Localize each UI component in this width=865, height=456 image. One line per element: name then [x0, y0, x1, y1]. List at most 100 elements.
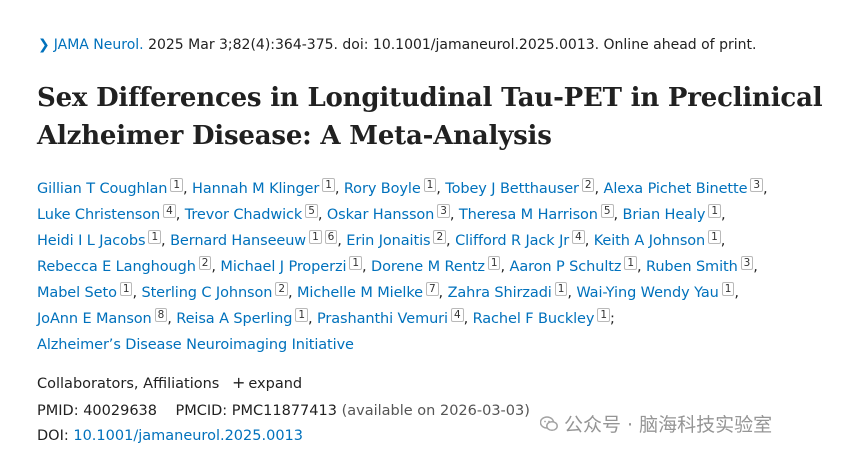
group-author-link[interactable]: Alzheimer’s Disease Neuroimaging Initiat… — [37, 337, 354, 353]
affiliation-badge[interactable]: 3 — [437, 204, 450, 218]
affiliation-badge[interactable]: 1 — [309, 230, 322, 244]
affiliation-badge[interactable]: 5 — [305, 204, 318, 218]
author-name-link[interactable]: Bernard Hanseeuw — [170, 233, 307, 249]
author-entry: Alexa Pichet Binette 3, — [603, 178, 768, 197]
article-title: Sex Differences in Longitudinal Tau-PET … — [37, 83, 823, 151]
affiliation-badge[interactable]: 2 — [275, 282, 288, 296]
author-separator: , — [307, 311, 313, 327]
author-name-link[interactable]: Alexa Pichet Binette — [603, 181, 748, 197]
author-entry: Hannah M Klinger 1, — [192, 178, 340, 197]
author-name-link[interactable]: Rachel F Buckley — [472, 311, 595, 327]
affiliation-badge[interactable]: 2 — [433, 230, 447, 244]
author-entry: Clifford R Jack Jr 4, — [455, 230, 589, 249]
author-entry: Zahra Shirzadi 1, — [447, 282, 572, 301]
affiliation-badge[interactable]: 1 — [554, 282, 568, 296]
identifiers-row: PMID: 40029638 PMCID: PMC11877413 (avail… — [37, 403, 530, 419]
author-name-link[interactable]: Ruben Smith — [646, 259, 738, 275]
affiliation-badge[interactable]: 1 — [148, 230, 162, 244]
author-separator: , — [167, 311, 172, 327]
author-name-link[interactable]: Michelle M Mielke — [297, 285, 423, 301]
author-name-link[interactable]: Reisa A Sperling — [176, 311, 293, 327]
collaborators-affiliations-label: Collaborators, Affiliations — [37, 376, 220, 392]
author-name-link[interactable]: Theresa M Harrison — [458, 207, 598, 223]
affiliation-badge[interactable]: 4 — [163, 204, 176, 218]
author-name-link[interactable]: Rory Boyle — [343, 181, 421, 197]
chevron-right-icon[interactable]: ❯ — [38, 37, 50, 53]
affiliation-badge[interactable]: 1 — [624, 256, 637, 270]
author-name-link[interactable]: Dorene M Rentz — [371, 259, 485, 275]
expand-button[interactable]: + expand — [232, 373, 302, 392]
author-name-link[interactable]: Hannah M Klinger — [192, 181, 320, 197]
collaborators-affiliations-row: Collaborators, Affiliations + expand — [37, 373, 302, 392]
author-name-link[interactable]: Keith A Johnson — [593, 233, 706, 249]
affiliation-badge[interactable]: 1 — [597, 308, 610, 322]
affiliation-badge[interactable]: 1 — [487, 256, 501, 270]
affiliation-badge[interactable]: 2 — [581, 178, 595, 192]
author-name-link[interactable]: Trevor Chadwick — [184, 207, 303, 223]
affiliation-badge[interactable]: 7 — [425, 282, 439, 296]
author-entry: Sterling C Johnson 2, — [141, 282, 293, 301]
citation-line: ❯ JAMA Neurol. 2025 Mar 3;82(4):364-375. … — [38, 37, 756, 53]
affiliation-badge[interactable]: 1 — [322, 178, 335, 192]
affiliation-badge[interactable]: 6 — [324, 230, 338, 244]
author-separator: , — [449, 207, 455, 223]
author-separator: , — [734, 285, 739, 301]
author-name-link[interactable]: Sterling C Johnson — [141, 285, 273, 301]
author-name-link[interactable]: Mabel Seto — [37, 285, 117, 301]
affiliation-badge[interactable]: 3 — [740, 256, 754, 270]
author-separator: , — [287, 285, 293, 301]
author-separator: , — [594, 181, 599, 197]
affiliation-badge[interactable]: 5 — [600, 204, 614, 218]
affiliation-badge[interactable]: 1 — [295, 308, 308, 322]
author-separator: , — [334, 181, 340, 197]
pmcid-value: PMC11877413 — [231, 403, 337, 419]
author-name-link[interactable]: Prashanthi Vemuri — [316, 311, 448, 327]
author-entry: JoAnn E Manson 8, — [37, 308, 172, 327]
affiliation-badge[interactable]: 1 — [708, 204, 721, 218]
author-name-link[interactable]: JoAnn E Manson — [37, 311, 152, 327]
affiliation-badge[interactable]: 1 — [708, 230, 721, 244]
affiliation-badge[interactable]: 2 — [198, 256, 212, 270]
author-name-link[interactable]: Aaron P Schultz — [509, 259, 622, 275]
author-name-link[interactable]: Zahra Shirzadi — [447, 285, 552, 301]
author-separator: , — [613, 207, 619, 223]
affiliation-badge[interactable]: 1 — [119, 282, 133, 296]
author-name-link[interactable]: Rebecca E Langhough — [37, 259, 196, 275]
doi-link[interactable]: 10.1001/jamaneurol.2025.0013 — [73, 428, 303, 444]
author-name-link[interactable]: Michael J Properzi — [220, 259, 347, 275]
author-entry: Michael J Properzi 1, — [220, 256, 367, 275]
author-separator: , — [132, 285, 137, 301]
affiliation-badge[interactable]: 1 — [721, 282, 735, 296]
author-name-link[interactable]: Luke Christenson — [37, 207, 161, 223]
author-name-link[interactable]: Clifford R Jack Jr — [455, 233, 570, 249]
pmcid-availability: (available on 2026-03-03) — [341, 403, 530, 419]
author-entry: Tobey J Betthauser 2, — [445, 178, 599, 197]
author-name-link[interactable]: Tobey J Betthauser — [445, 181, 579, 197]
affiliation-badge[interactable]: 4 — [450, 308, 464, 322]
affiliation-badge[interactable]: 3 — [750, 178, 764, 192]
author-name-link[interactable]: Heidi I L Jacobs — [37, 233, 146, 249]
author-separator: , — [720, 207, 726, 223]
author-name-link[interactable]: Gillian T Coughlan — [37, 181, 168, 197]
author-separator: , — [175, 207, 181, 223]
author-separator: , — [438, 285, 444, 301]
affiliation-badge[interactable]: 4 — [572, 230, 585, 244]
author-name-link[interactable]: Erin Jonaitis — [346, 233, 431, 249]
author-entry: Heidi I L Jacobs 1, — [37, 230, 166, 249]
author-name-link[interactable]: Brian Healy — [622, 207, 706, 223]
author-name-link[interactable]: Wai-Ying Wendy Yau — [576, 285, 719, 301]
author-name-link[interactable]: Oskar Hansson — [326, 207, 435, 223]
affiliation-badge[interactable]: 1 — [170, 178, 183, 192]
author-entry: Rory Boyle 1, — [343, 178, 441, 197]
affiliation-badge[interactable]: 8 — [154, 308, 168, 322]
author-entry: Brian Healy 1, — [622, 204, 726, 223]
journal-link[interactable]: JAMA Neurol. — [53, 37, 144, 53]
author-separator: , — [720, 233, 726, 249]
affiliation-badge[interactable]: 1 — [423, 178, 437, 192]
author-separator: , — [211, 259, 216, 275]
author-entry: Gillian T Coughlan 1, — [37, 178, 188, 197]
author-entry: Erin Jonaitis 2, — [346, 230, 451, 249]
affiliation-badge[interactable]: 1 — [349, 256, 362, 270]
author-separator: , — [763, 181, 768, 197]
author-entry: Aaron P Schultz 1, — [509, 256, 642, 275]
